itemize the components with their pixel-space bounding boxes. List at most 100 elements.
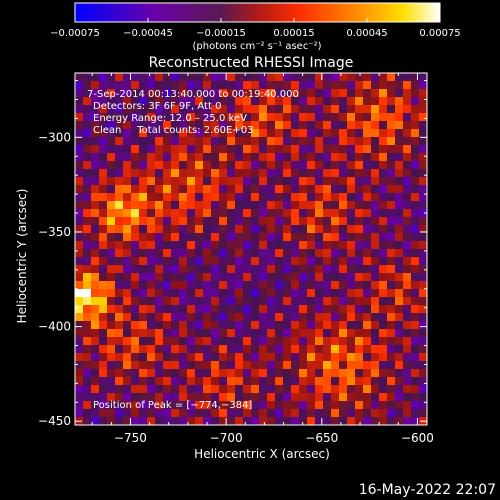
- heatmap-cell: [371, 289, 380, 298]
- heatmap-cell: [187, 225, 196, 234]
- heatmap-cell: [379, 369, 388, 378]
- heatmap-cell: [171, 345, 180, 354]
- heatmap-cell: [163, 281, 172, 290]
- heatmap-cell: [251, 241, 260, 250]
- heatmap-cell: [163, 225, 172, 234]
- heatmap-cell: [91, 209, 100, 218]
- heatmap-cell: [179, 345, 188, 354]
- heatmap-cell: [163, 73, 172, 82]
- heatmap-cell: [219, 121, 228, 130]
- heatmap-cell: [243, 393, 252, 402]
- heatmap-cell: [235, 201, 244, 210]
- heatmap-cell: [259, 345, 268, 354]
- heatmap-cell: [211, 305, 220, 314]
- heatmap-cell: [403, 169, 412, 178]
- heatmap-cell: [235, 297, 244, 306]
- heatmap-cell: [291, 105, 300, 114]
- heatmap-cell: [123, 393, 132, 402]
- heatmap-cell: [131, 281, 140, 290]
- heatmap-cell: [291, 273, 300, 282]
- heatmap-cell: [371, 337, 380, 346]
- heatmap-cell: [131, 385, 140, 394]
- heatmap-cell: [187, 401, 196, 410]
- heatmap-cell: [387, 225, 396, 234]
- heatmap-cell: [355, 89, 364, 98]
- heatmap-cell: [163, 161, 172, 170]
- heatmap-cell: [251, 105, 260, 114]
- heatmap-cell: [331, 145, 340, 154]
- heatmap-cell: [259, 113, 268, 122]
- heatmap-cell: [219, 169, 228, 178]
- heatmap-cell: [203, 289, 212, 298]
- heatmap-cell: [163, 145, 172, 154]
- heatmap-cell: [395, 97, 404, 106]
- heatmap-cell: [315, 361, 324, 370]
- heatmap-cell: [195, 161, 204, 170]
- heatmap-cell: [283, 329, 292, 338]
- heatmap-cell: [179, 353, 188, 362]
- heatmap-cell: [139, 257, 148, 266]
- heatmap-cell: [187, 361, 196, 370]
- heatmap-cell: [243, 129, 252, 138]
- heatmap-cell: [267, 209, 276, 218]
- heatmap-cell: [187, 137, 196, 146]
- heatmap-cell: [107, 169, 116, 178]
- heatmap-cell: [131, 249, 140, 258]
- heatmap-cell: [163, 129, 172, 138]
- heatmap-cell: [419, 193, 427, 202]
- heatmap-cell: [411, 145, 420, 154]
- heatmap-cell: [155, 233, 164, 242]
- heatmap-cell: [187, 385, 196, 394]
- heatmap-cell: [339, 185, 348, 194]
- heatmap-cell: [339, 273, 348, 282]
- heatmap-cell: [227, 393, 236, 402]
- heatmap-cell: [339, 201, 348, 210]
- heatmap-cell: [395, 281, 404, 290]
- heatmap-cell: [163, 121, 172, 130]
- heatmap-cell: [251, 185, 260, 194]
- heatmap-cell: [107, 241, 116, 250]
- heatmap-cell: [371, 417, 380, 425]
- heatmap-cell: [387, 193, 396, 202]
- heatmap-cell: [363, 417, 372, 425]
- heatmap-cell: [195, 241, 204, 250]
- heatmap-cell: [267, 329, 276, 338]
- heatmap-cell: [347, 377, 356, 386]
- heatmap-cell: [419, 313, 427, 322]
- heatmap-cell: [379, 337, 388, 346]
- heatmap-cell: [267, 105, 276, 114]
- heatmap-cell: [267, 129, 276, 138]
- heatmap-cell: [419, 105, 427, 114]
- heatmap-cell: [323, 273, 332, 282]
- heatmap-cell: [163, 313, 172, 322]
- heatmap-cell: [363, 313, 372, 322]
- heatmap-cell: [219, 105, 228, 114]
- heatmap-cell: [283, 257, 292, 266]
- heatmap-cell: [115, 401, 124, 410]
- heatmap-cell: [235, 281, 244, 290]
- heatmap-cell: [403, 273, 412, 282]
- heatmap-cell: [107, 281, 116, 290]
- heatmap-cell: [147, 161, 156, 170]
- heatmap-cell: [123, 329, 132, 338]
- heatmap-cell: [131, 353, 140, 362]
- heatmap-cell: [195, 81, 204, 90]
- heatmap-cell: [315, 249, 324, 258]
- heatmap-cell: [147, 129, 156, 138]
- heatmap-cell: [275, 417, 284, 425]
- heatmap-cell: [411, 361, 420, 370]
- heatmap-cell: [275, 289, 284, 298]
- heatmap-cell: [411, 321, 420, 330]
- heatmap-cell: [291, 321, 300, 330]
- heatmap-cell: [291, 225, 300, 234]
- heatmap-cell: [243, 337, 252, 346]
- heatmap-cell: [91, 417, 100, 425]
- heatmap-cell: [83, 417, 92, 425]
- heatmap-cell: [75, 377, 84, 386]
- heatmap-cell: [251, 329, 260, 338]
- heatmap-cell: [331, 329, 340, 338]
- heatmap-cell: [371, 321, 380, 330]
- heatmap-cell: [107, 289, 116, 298]
- heatmap-cell: [403, 105, 412, 114]
- heatmap-cell: [419, 305, 427, 314]
